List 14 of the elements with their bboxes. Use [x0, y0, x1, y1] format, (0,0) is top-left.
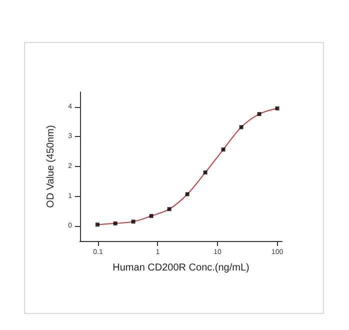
- point: [221, 148, 226, 152]
- point: [149, 214, 154, 218]
- x-axis-title: Human CD200R Conc.(ng/mL): [112, 262, 250, 274]
- point: [113, 221, 118, 226]
- line-series: [96, 108, 278, 226]
- point: [257, 112, 262, 116]
- y-axis-title: OD Value (450nm): [46, 125, 56, 208]
- point: [131, 220, 136, 224]
- point: [275, 106, 280, 110]
- point: [185, 192, 190, 196]
- point: [239, 125, 244, 130]
- point: [95, 222, 100, 227]
- point: [203, 170, 208, 174]
- point: [167, 207, 172, 212]
